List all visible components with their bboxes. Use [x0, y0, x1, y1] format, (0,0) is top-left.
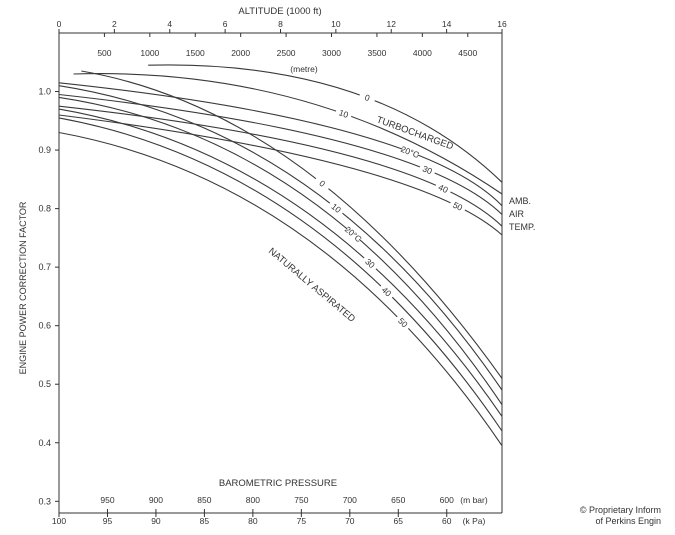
- y-tick-label: 0.7: [38, 262, 51, 272]
- top-tick-label-ft: 4: [167, 19, 172, 29]
- bottom-tick-label-kpa: 95: [103, 516, 113, 526]
- label-knockout: [400, 144, 420, 160]
- turbocharged-temp-label: 40: [437, 182, 450, 195]
- bottom-tick-label-kpa: 70: [345, 516, 355, 526]
- top-tick-label-m: 2000: [231, 48, 250, 58]
- bottom-tick-label-mbar: 750: [294, 495, 308, 505]
- label-knockout: [360, 254, 380, 273]
- turbocharged-curve: [58, 105, 503, 227]
- top-unit-metre: (metre): [290, 64, 318, 74]
- top-tick-label-m: 500: [97, 48, 111, 58]
- x-axis-title: BAROMETRIC PRESSURE: [219, 478, 337, 489]
- bottom-tick-label-kpa: 65: [394, 516, 404, 526]
- bottom-tick-label-mbar: 650: [391, 495, 405, 505]
- y-tick-label: 0.6: [38, 321, 51, 331]
- bottom-tick-label-mbar: 600: [440, 495, 454, 505]
- turbocharged-curve: [58, 82, 503, 207]
- top-tick-label-ft: 16: [497, 19, 507, 29]
- top-tick-label-m: 3000: [322, 48, 341, 58]
- y-tick-label: 1.0: [38, 87, 51, 97]
- curves: [58, 64, 503, 447]
- y-tick-label: 0.8: [38, 204, 51, 214]
- top-tick-label-m: 1500: [186, 48, 205, 58]
- naturally-aspirated-curve: [81, 70, 503, 379]
- top-tick-label-ft: 6: [223, 19, 228, 29]
- label-knockout: [393, 313, 413, 332]
- bottom-tick-label-mbar: 700: [343, 495, 357, 505]
- bottom-unit-mbar: (m bar): [460, 495, 488, 505]
- naturally-aspirated-temp-label: 0: [317, 178, 327, 189]
- naturally-aspirated-curve: [58, 117, 503, 432]
- bottom-tick-label-kpa: 100: [52, 516, 66, 526]
- y-tick-label: 0.5: [38, 379, 51, 389]
- side-label-air: AIR: [509, 209, 525, 219]
- y-axis-title: ENGINE POWER CORRECTION FACTOR: [18, 201, 28, 374]
- naturally-aspirated-curve: [58, 131, 503, 447]
- top-tick-label-m: 2500: [277, 48, 296, 58]
- copyright-notice: © Proprietary Inform of Perkins Engin: [580, 505, 661, 527]
- label-knockout: [343, 225, 363, 244]
- bottom-tick-label-mbar: 950: [100, 495, 114, 505]
- turbocharged-temp-label: 20°C: [399, 144, 420, 160]
- label-knockout: [326, 199, 346, 217]
- turbocharged-temp-label: 50: [451, 200, 464, 213]
- top-tick-label-ft: 2: [112, 19, 117, 29]
- top-tick-label-ft: 8: [278, 19, 283, 29]
- y-tick-label: 0.3: [38, 496, 51, 506]
- label-knockout: [312, 174, 332, 193]
- top-tick-label-ft: 12: [387, 19, 397, 29]
- turbocharged-curve: [148, 64, 503, 183]
- group-label-turbocharged: TURBOCHARGED: [375, 114, 455, 152]
- bottom-tick-label-mbar: 850: [197, 495, 211, 505]
- side-label-temp: TEMP.: [509, 222, 535, 232]
- copyright-line-2: of Perkins Engin: [595, 516, 661, 526]
- top-tick-label-m: 4500: [458, 48, 477, 58]
- naturally-aspirated-curve: [58, 85, 503, 391]
- naturally-aspirated-curve: [58, 108, 503, 417]
- plot-area: [58, 32, 503, 514]
- turbocharged-curve: [73, 73, 503, 195]
- group-label-naturally-aspirated: NATURALLY ASPIRATED: [266, 246, 357, 325]
- top-tick-label-ft: 10: [331, 19, 341, 29]
- label-knockout: [418, 162, 437, 178]
- label-knockout: [448, 198, 468, 215]
- bottom-tick-label-kpa: 75: [297, 516, 307, 526]
- bottom-tick-label-kpa: 90: [151, 516, 161, 526]
- top-tick-label-m: 1000: [140, 48, 159, 58]
- copyright-line-1: © Proprietary Inform: [579, 505, 661, 515]
- bottom-tick-label-mbar: 900: [149, 495, 163, 505]
- label-knockout: [334, 106, 353, 122]
- ticks: 0.30.40.50.60.70.80.91.00 2 4 6 8 10 12 14 16500…: [38, 19, 507, 526]
- bottom-tick-label-mbar: 800: [246, 495, 260, 505]
- turbocharged-temp-label: 30: [421, 163, 434, 176]
- top-tick-label-ft: 0: [57, 19, 62, 29]
- bottom-tick-label-kpa: 80: [248, 516, 258, 526]
- bottom-unit-kpa: (k Pa): [463, 516, 486, 526]
- naturally-aspirated-curve: [58, 96, 503, 406]
- top-tick-label-m: 3500: [367, 48, 386, 58]
- turbocharged-temp-label: 10: [338, 107, 350, 120]
- bottom-tick-label-kpa: 60: [442, 516, 452, 526]
- top-tick-label-m: 4000: [413, 48, 432, 58]
- y-tick-label: 0.9: [38, 145, 51, 155]
- turbocharged-temp-label: 0: [363, 92, 371, 103]
- label-knockout: [433, 180, 453, 197]
- side-label-amb: AMB.: [509, 196, 531, 206]
- label-knockout: [377, 282, 396, 301]
- turbocharged-curve: [58, 93, 503, 215]
- y-tick-label: 0.4: [38, 438, 51, 448]
- top-tick-label-ft: 14: [442, 19, 452, 29]
- chart-title: ALTITUDE (1000 ft): [238, 6, 321, 17]
- label-knockout: [358, 90, 377, 106]
- bottom-tick-label-kpa: 85: [200, 516, 210, 526]
- turbocharged-curve: [58, 114, 503, 236]
